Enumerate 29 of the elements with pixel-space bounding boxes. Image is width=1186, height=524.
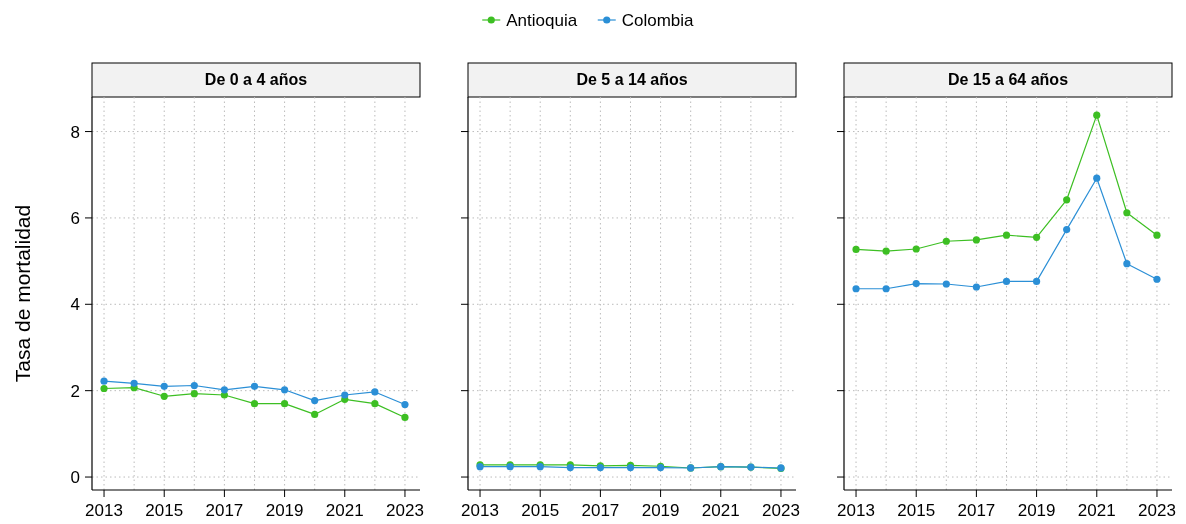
x-tick-label: 2019: [1017, 501, 1056, 520]
x-tick-label: 2013: [461, 501, 499, 520]
x-tick-label: 2015: [145, 501, 184, 520]
y-tick-label: 6: [70, 208, 80, 228]
x-tick-label: 2015: [521, 501, 560, 520]
x-tick-label: 2019: [265, 501, 304, 520]
y-tick-label: 0: [70, 468, 80, 488]
chart-title: De 5 a 14 años: [576, 71, 688, 88]
x-tick-label: 2017: [957, 501, 996, 520]
x-tick-label: 2023: [762, 501, 800, 520]
x-tick-label: 2015: [897, 501, 936, 520]
y-tick-label: 8: [70, 122, 80, 142]
x-tick-label: 2013: [837, 501, 875, 520]
x-tick-label: 2023: [1138, 501, 1176, 520]
x-tick-label: 2013: [85, 501, 123, 520]
chart-title: De 15 a 64 años: [947, 71, 1069, 88]
y-tick-label: 4: [70, 295, 80, 315]
y-axis-title: Tasa de mortalidad: [11, 204, 34, 383]
legend-label: Colombia: [621, 11, 695, 30]
x-tick-label: 2023: [386, 501, 424, 520]
x-tick-label: 2019: [641, 501, 680, 520]
chart-title: De 0 a 4 años: [204, 71, 308, 88]
x-tick-label: 2017: [205, 501, 244, 520]
x-tick-label: 2021: [701, 501, 740, 520]
y-tick-label: 2: [70, 381, 80, 401]
x-tick-label: 2021: [1077, 501, 1116, 520]
legend-label: Antioquia: [506, 11, 578, 30]
x-tick-label: 2017: [581, 501, 620, 520]
x-tick-label: 2021: [325, 501, 364, 520]
